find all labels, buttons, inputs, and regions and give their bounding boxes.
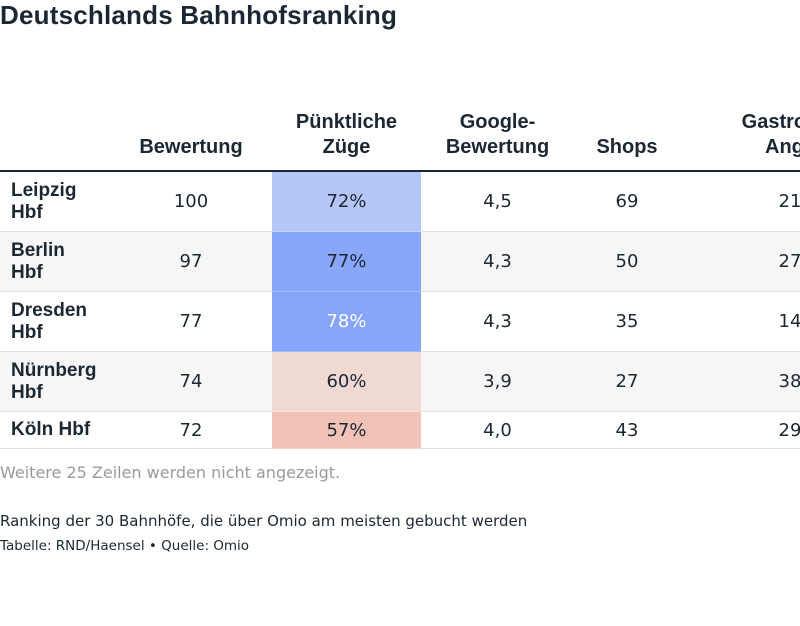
bewertung-cell: 97: [110, 231, 272, 292]
station-cell: Köln Hbf: [0, 411, 110, 449]
table-row: Berlin Hbf 97 77% 4,3 50 27: [0, 231, 800, 292]
bewertung-cell: 100: [110, 171, 272, 232]
header-bewertung: Bewertung: [110, 100, 272, 172]
station-cell: Nürnberg Hbf: [0, 351, 110, 412]
header-gastronomie: Gastronor Ange: [680, 100, 800, 172]
shops-cell: 35: [574, 291, 680, 352]
puenktlich-cell: 77%: [272, 231, 421, 292]
gastro-cell: 14: [680, 291, 800, 352]
google-cell: 4,3: [421, 231, 574, 292]
station-cell: Dresden Hbf: [0, 291, 110, 352]
header-google-bewertung: Google- Bewertung: [421, 100, 574, 172]
puenktlich-cell: 78%: [272, 291, 421, 352]
header-gastronomie-line-1: Gastronor: [741, 111, 800, 133]
station-cell: Berlin Hbf: [0, 231, 110, 292]
gastro-cell: 21: [680, 171, 800, 232]
header-google-bewertung-line-2: Bewertung: [445, 136, 550, 158]
google-cell: 4,0: [421, 411, 574, 449]
google-cell: 4,3: [421, 291, 574, 352]
header-bewertung-line-1: Bewertung: [139, 136, 243, 158]
shops-cell: 43: [574, 411, 680, 449]
table-description: Ranking der 30 Bahnhöfe, die über Omio a…: [0, 512, 528, 530]
header-gastronomie-line-2: Ange: [765, 136, 800, 158]
bewertung-cell: 74: [110, 351, 272, 412]
table-row: Leipzig Hbf 100 72% 4,5 69 21: [0, 171, 800, 232]
table-header-row: Bewertung Pünktliche Züge Google- Bewertung S…: [0, 100, 800, 172]
table-credit: Tabelle: RND/Haensel • Quelle: Omio: [0, 538, 250, 554]
google-cell: 4,5: [421, 171, 574, 232]
bewertung-cell: 72: [110, 411, 272, 449]
puenktlich-cell: 60%: [272, 351, 421, 412]
ranking-table-container: Bewertung Pünktliche Züge Google- Bewertung S…: [0, 100, 800, 449]
header-shops-line-1: Shops: [596, 136, 658, 158]
station-cell: Leipzig Hbf: [0, 171, 110, 232]
ranking-table: Bewertung Pünktliche Züge Google- Bewertung S…: [0, 100, 800, 449]
gastro-cell: 29: [680, 411, 800, 449]
google-cell: 3,9: [421, 351, 574, 412]
table-row: Dresden Hbf 77 78% 4,3 35 14: [0, 291, 800, 352]
header-puenktliche-zuege-line-2: Züge: [322, 136, 371, 158]
gastro-cell: 27: [680, 231, 800, 292]
shops-cell: 27: [574, 351, 680, 412]
table-row: Köln Hbf 72 57% 4,0 43 29: [0, 411, 800, 449]
more-rows-note: Weitere 25 Zeilen werden nicht angezeigt…: [0, 463, 341, 482]
header-puenktliche-zuege-line-1: Pünktliche: [295, 111, 398, 133]
header-puenktliche-zuege: Pünktliche Züge: [272, 100, 421, 172]
puenktlich-cell: 72%: [272, 171, 421, 232]
table-row: Nürnberg Hbf 74 60% 3,9 27 38: [0, 351, 800, 412]
page-title: Deutschlands Bahnhofsranking: [0, 0, 398, 30]
header-shops: Shops: [574, 100, 680, 172]
shops-cell: 50: [574, 231, 680, 292]
shops-cell: 69: [574, 171, 680, 232]
header-station: [0, 100, 110, 172]
gastro-cell: 38: [680, 351, 800, 412]
header-google-bewertung-line-1: Google-: [459, 111, 536, 133]
puenktlich-cell: 57%: [272, 411, 421, 449]
bewertung-cell: 77: [110, 291, 272, 352]
